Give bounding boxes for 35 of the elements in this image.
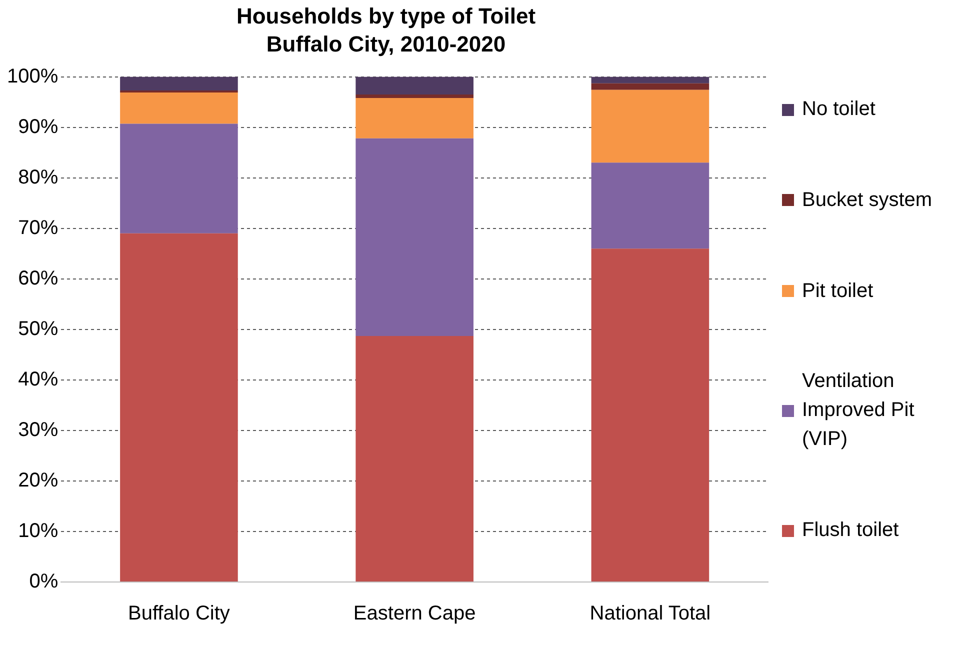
y-tick-label: 20% xyxy=(18,469,58,492)
legend-label: Ventilation Improved Pit (VIP) xyxy=(802,369,916,452)
y-tick-label: 90% xyxy=(18,116,58,138)
chart-title: Households by type of Toilet xyxy=(236,3,536,28)
bar xyxy=(591,90,710,163)
y-tick-label: 100% xyxy=(6,65,58,88)
x-tick-label: Buffalo City xyxy=(128,602,230,625)
bar xyxy=(120,233,238,582)
bar xyxy=(356,76,474,94)
bar xyxy=(120,76,238,90)
bar xyxy=(120,124,238,234)
legend-label: No toilet xyxy=(802,97,876,122)
x-tick-label: National Total xyxy=(590,602,711,625)
bar xyxy=(591,248,710,582)
bar xyxy=(356,94,474,98)
chart-subtitle: Buffalo City, 2010-2020 xyxy=(266,32,506,57)
legend-label: Pit toilet xyxy=(802,278,874,304)
x-tick-label: Eastern Cape xyxy=(353,602,476,625)
bar xyxy=(356,336,474,582)
bar xyxy=(120,92,238,124)
y-tick-label: 50% xyxy=(18,318,58,340)
y-tick-label: 30% xyxy=(18,418,58,441)
bar xyxy=(356,138,474,336)
bar xyxy=(591,83,710,90)
bar xyxy=(591,76,710,84)
y-tick-label: 10% xyxy=(18,520,58,542)
bar xyxy=(356,98,474,138)
y-tick-label: 40% xyxy=(18,368,58,390)
legend-label: Flush toilet xyxy=(802,518,899,543)
y-tick-label: 60% xyxy=(18,267,58,290)
y-tick-label: 80% xyxy=(18,166,58,188)
legend-label: Bucket system xyxy=(802,188,932,213)
bar xyxy=(591,162,710,249)
y-tick-label: 0% xyxy=(29,570,58,593)
y-tick-label: 70% xyxy=(18,216,58,239)
